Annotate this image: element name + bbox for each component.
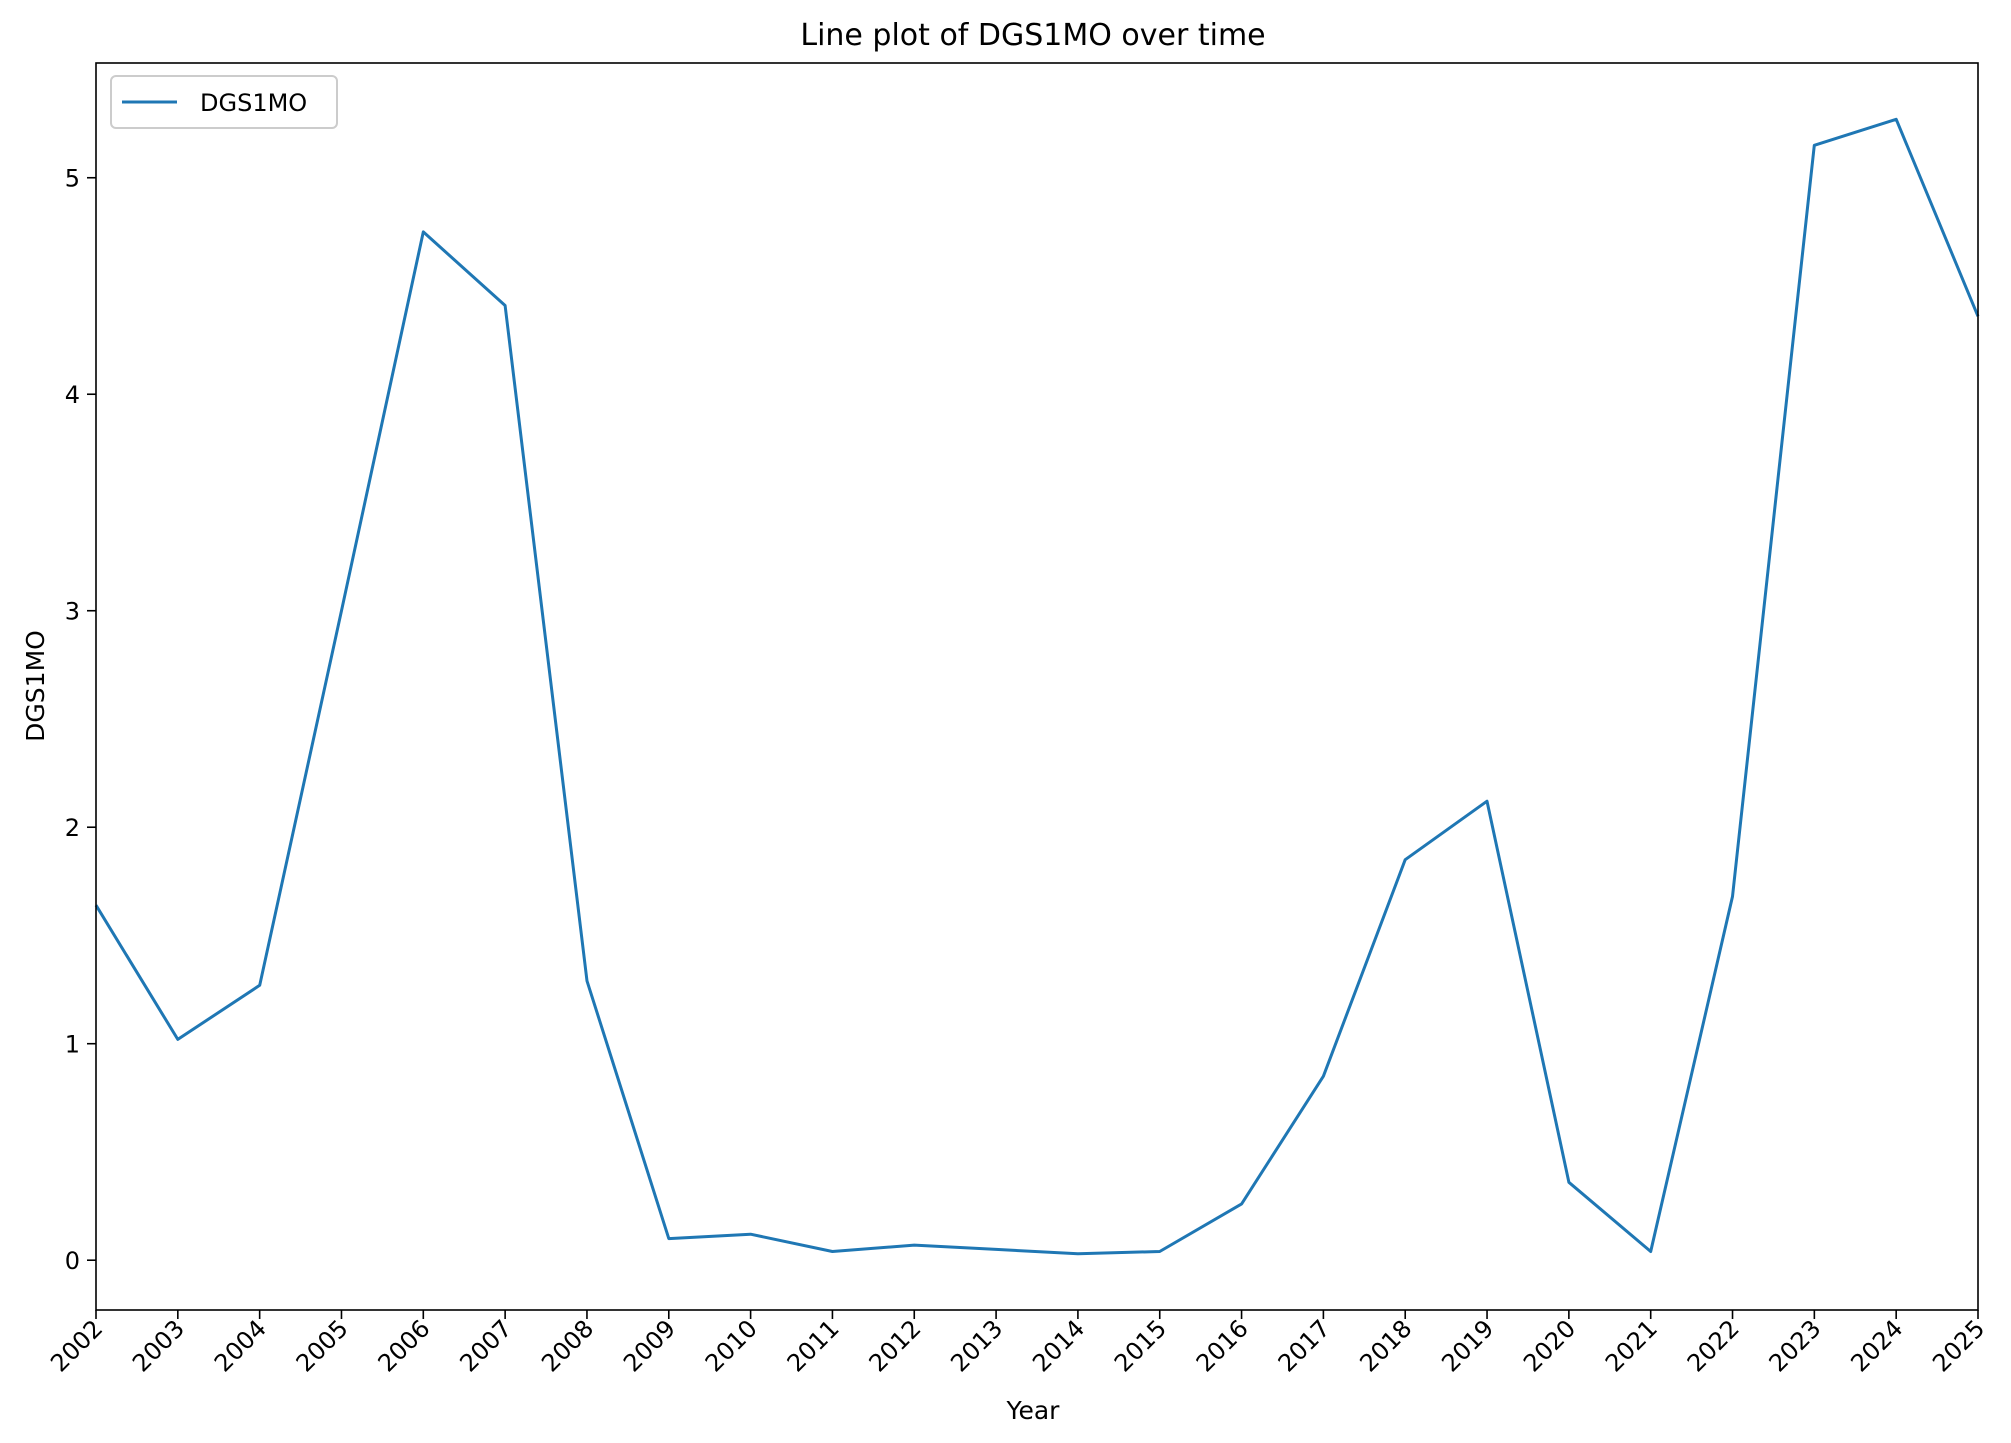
- series-line-dgs1mo: [94, 117, 1980, 1256]
- y-tick-label: 5: [65, 165, 80, 193]
- y-tick-label: 2: [65, 814, 80, 842]
- y-tick-label: 0: [65, 1247, 80, 1275]
- chart-title: Line plot of DGS1MO over time: [800, 18, 1265, 53]
- x-axis-label: Year: [1006, 1396, 1061, 1425]
- legend-label: DGS1MO: [200, 89, 307, 117]
- y-axis-label: DGS1MO: [21, 630, 50, 742]
- legend: DGS1MO: [110, 75, 338, 129]
- legend-frame: [110, 75, 338, 129]
- plot-frame: [95, 62, 1979, 1311]
- y-tick-label: 1: [65, 1031, 80, 1059]
- y-tick-label: 3: [65, 598, 80, 626]
- y-tick-label: 4: [65, 381, 80, 409]
